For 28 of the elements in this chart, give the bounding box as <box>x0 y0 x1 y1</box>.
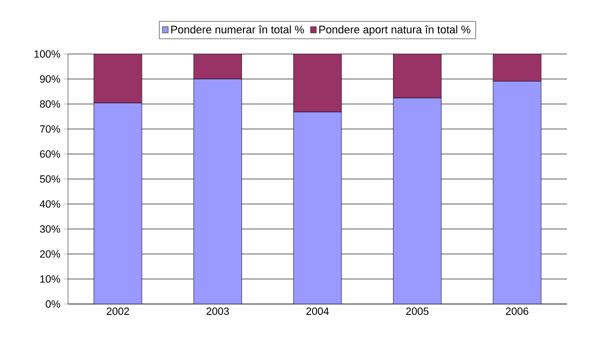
y-tick-label: 50% <box>40 175 60 183</box>
x-tick-label: 2002 <box>106 308 129 315</box>
x-tick-label: 2005 <box>406 308 428 315</box>
bar <box>293 112 342 304</box>
y-tick-label: 100% <box>34 50 60 58</box>
x-tick-label: 2004 <box>306 308 329 315</box>
y-tick-label: 0% <box>46 300 60 308</box>
y-tick-label: 10% <box>40 275 60 283</box>
y-tick-label: 80% <box>40 100 60 108</box>
y-tick-label: 30% <box>40 225 60 233</box>
bar <box>492 81 542 304</box>
y-tick-label: 60% <box>40 150 60 158</box>
bar <box>393 54 442 98</box>
y-tick-label: 70% <box>40 125 60 133</box>
bar <box>94 102 142 304</box>
bar <box>194 54 242 80</box>
legend-label: Pondere numerar în total % <box>171 25 304 34</box>
y-tick-label: 90% <box>40 75 60 83</box>
x-tick-label: 2003 <box>206 308 229 315</box>
legend-label: Pondere aport natura în total % <box>319 25 470 36</box>
y-tick-label: 20% <box>40 250 60 258</box>
bar <box>194 78 242 304</box>
x-tick-label: 2006 <box>506 308 528 315</box>
y-tick-label: 40% <box>40 200 60 208</box>
bar <box>492 54 542 82</box>
bar <box>94 54 142 104</box>
bar <box>393 98 442 304</box>
bar <box>293 54 342 112</box>
